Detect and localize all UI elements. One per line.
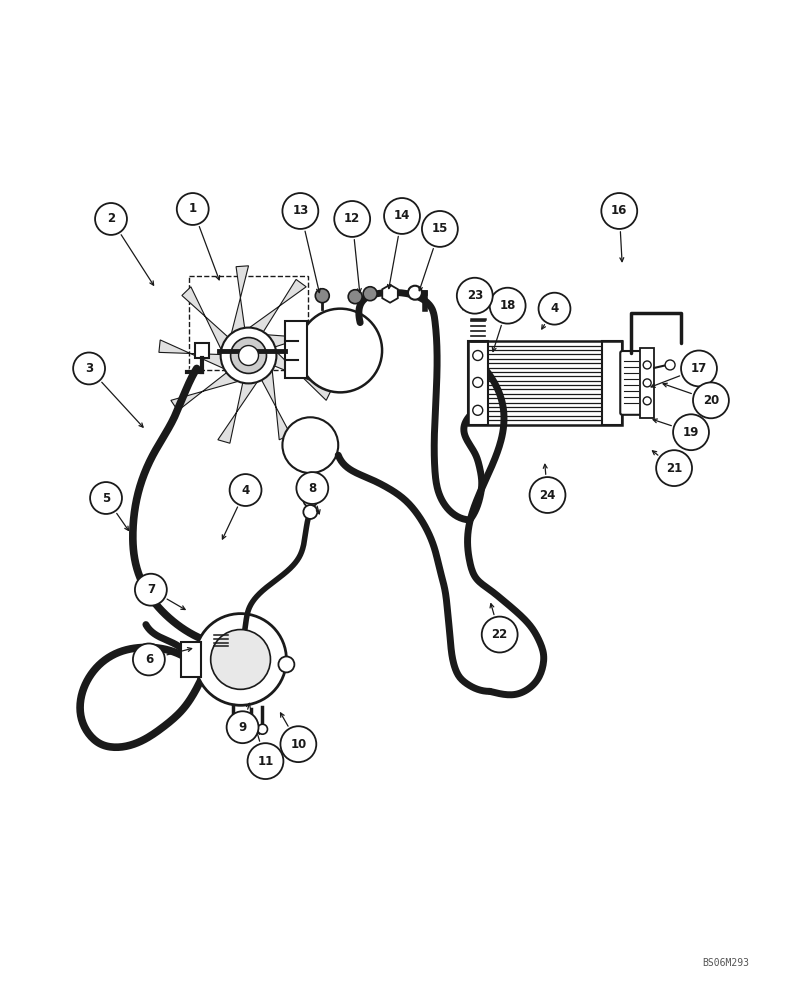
Circle shape	[245, 726, 255, 736]
FancyBboxPatch shape	[602, 341, 621, 425]
Text: BS06M293: BS06M293	[701, 958, 748, 968]
Circle shape	[422, 211, 457, 247]
Text: 24: 24	[539, 489, 555, 502]
Circle shape	[348, 290, 362, 304]
Text: 4: 4	[241, 484, 249, 497]
Text: 9: 9	[238, 721, 247, 734]
Circle shape	[642, 361, 650, 369]
Circle shape	[472, 377, 483, 387]
Text: 12: 12	[344, 212, 360, 225]
Text: 19: 19	[682, 426, 698, 439]
Polygon shape	[182, 287, 228, 350]
Text: 15: 15	[431, 222, 448, 235]
Circle shape	[247, 743, 283, 779]
Circle shape	[177, 193, 208, 225]
FancyBboxPatch shape	[467, 341, 487, 425]
Text: 5: 5	[101, 492, 110, 505]
Circle shape	[538, 293, 570, 325]
Circle shape	[90, 482, 122, 514]
Circle shape	[230, 338, 266, 373]
Circle shape	[655, 450, 691, 486]
Circle shape	[457, 278, 492, 314]
Text: 23: 23	[466, 289, 483, 302]
Circle shape	[257, 724, 267, 734]
Circle shape	[315, 289, 328, 303]
FancyBboxPatch shape	[285, 321, 307, 378]
Circle shape	[133, 644, 165, 675]
Polygon shape	[382, 285, 397, 303]
Polygon shape	[170, 373, 238, 411]
Circle shape	[472, 405, 483, 415]
Circle shape	[680, 351, 716, 386]
Polygon shape	[274, 352, 331, 400]
Circle shape	[278, 656, 294, 672]
FancyBboxPatch shape	[639, 348, 654, 418]
Text: 2: 2	[107, 212, 115, 225]
Circle shape	[481, 617, 517, 652]
Text: 6: 6	[144, 653, 152, 666]
Circle shape	[227, 722, 238, 732]
Polygon shape	[217, 382, 257, 443]
Text: 21: 21	[665, 462, 681, 475]
Circle shape	[195, 614, 286, 705]
Circle shape	[384, 198, 419, 234]
Circle shape	[472, 351, 483, 360]
Circle shape	[296, 472, 328, 504]
Circle shape	[230, 474, 261, 506]
Circle shape	[282, 417, 338, 473]
Circle shape	[489, 288, 525, 324]
Circle shape	[303, 505, 317, 519]
Polygon shape	[249, 279, 306, 332]
Circle shape	[642, 379, 650, 387]
Circle shape	[407, 286, 422, 300]
FancyBboxPatch shape	[620, 351, 642, 415]
Text: 8: 8	[308, 482, 316, 495]
Circle shape	[210, 630, 270, 689]
Text: 17: 17	[690, 362, 706, 375]
Polygon shape	[261, 370, 290, 440]
Circle shape	[664, 360, 674, 370]
Text: 14: 14	[393, 209, 410, 222]
Text: 7: 7	[147, 583, 155, 596]
Circle shape	[135, 574, 166, 606]
Text: 20: 20	[702, 394, 719, 407]
Circle shape	[221, 328, 276, 383]
Circle shape	[280, 726, 316, 762]
Circle shape	[529, 477, 564, 513]
Circle shape	[73, 353, 105, 384]
Circle shape	[238, 346, 258, 365]
Circle shape	[601, 193, 637, 229]
Polygon shape	[267, 328, 337, 347]
Text: 4: 4	[550, 302, 558, 315]
Text: 10: 10	[290, 738, 306, 751]
Circle shape	[282, 193, 318, 229]
Circle shape	[672, 414, 708, 450]
Circle shape	[303, 493, 317, 507]
Text: 1: 1	[188, 202, 196, 215]
Text: 13: 13	[292, 204, 308, 217]
FancyBboxPatch shape	[181, 642, 200, 677]
Text: 22: 22	[491, 628, 507, 641]
Circle shape	[363, 287, 376, 301]
Circle shape	[298, 309, 382, 392]
Circle shape	[642, 397, 650, 405]
FancyBboxPatch shape	[195, 343, 208, 358]
Text: 3: 3	[85, 362, 93, 375]
Circle shape	[334, 201, 370, 237]
Circle shape	[692, 382, 728, 418]
Text: 18: 18	[499, 299, 515, 312]
Text: 11: 11	[257, 755, 273, 768]
Circle shape	[95, 203, 127, 235]
Polygon shape	[159, 340, 224, 369]
Text: 16: 16	[611, 204, 627, 217]
Polygon shape	[231, 266, 248, 334]
Circle shape	[226, 711, 258, 743]
